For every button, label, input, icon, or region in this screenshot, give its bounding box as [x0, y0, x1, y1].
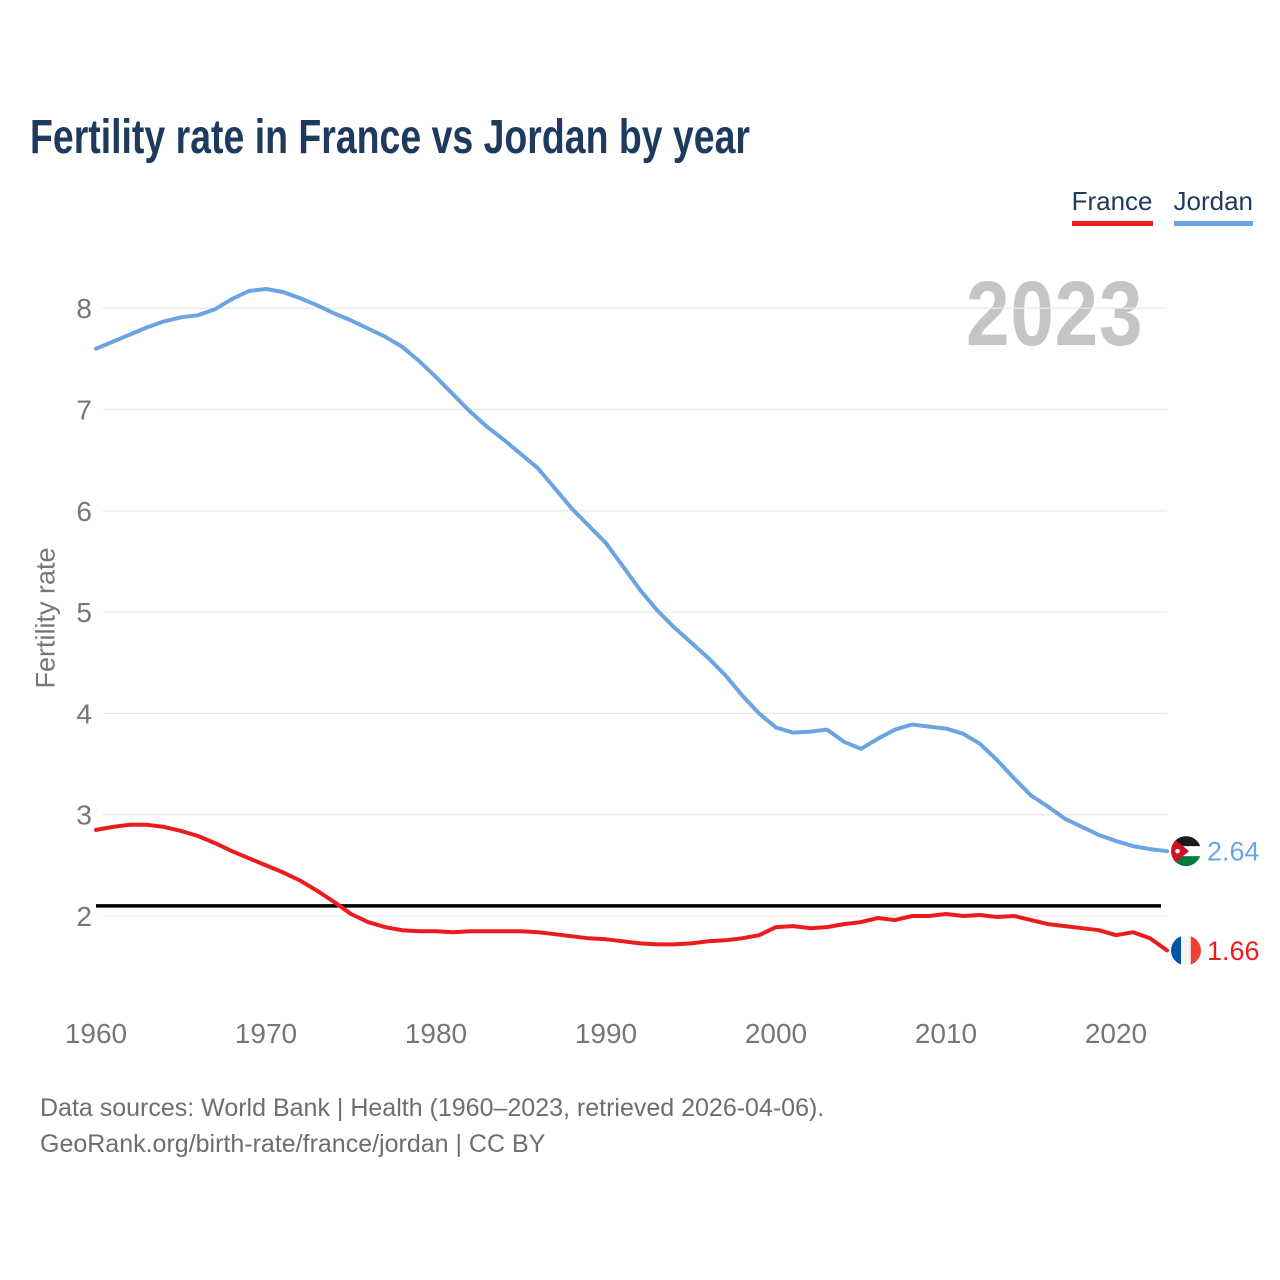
legend-label-jordan: Jordan: [1173, 186, 1254, 216]
x-tick-label-1990: 1990: [575, 1018, 637, 1049]
legend-underline-jordan: [1173, 221, 1253, 226]
watermark-year: 2023: [966, 263, 1144, 365]
y-tick-label-5: 5: [76, 597, 92, 628]
x-tick-label-2020: 2020: [1085, 1018, 1147, 1049]
series-line-jordan[interactable]: [94, 287, 1169, 854]
legend: France Jordan: [1071, 186, 1254, 226]
legend-label-france: France: [1071, 186, 1153, 216]
legend-item-jordan[interactable]: Jordan: [1173, 186, 1254, 226]
x-tick-label-2010: 2010: [915, 1018, 977, 1049]
page-title: Fertility rate in France vs Jordan by ye…: [30, 111, 750, 164]
series-line-france[interactable]: [94, 822, 1169, 953]
x-tick-label-1980: 1980: [405, 1018, 467, 1049]
x-tick-label-1970: 1970: [235, 1018, 297, 1049]
y-tick-label-3: 3: [76, 800, 92, 831]
y-tick-label-6: 6: [76, 496, 92, 527]
y-tick-label-2: 2: [76, 901, 92, 932]
footer: Data sources: World Bank | Health (1960–…: [40, 1090, 824, 1162]
y-tick-label-8: 8: [76, 293, 92, 324]
footer-attribution: GeoRank.org/birth-rate/france/jordan | C…: [40, 1130, 546, 1158]
x-tick-label-2000: 2000: [745, 1018, 807, 1049]
legend-underline-france: [1071, 221, 1153, 226]
end-value-label-jordan: 2.64: [1207, 837, 1260, 867]
x-tick-label-1960: 1960: [65, 1018, 127, 1049]
end-value-label-france: 1.66: [1207, 936, 1260, 966]
footer-sources: Data sources: World Bank | Health (1960–…: [40, 1094, 825, 1122]
jordan-flag-icon: [1171, 836, 1201, 867]
y-tick-label-4: 4: [76, 698, 92, 729]
france-flag-icon: [1171, 935, 1201, 966]
legend-item-france[interactable]: France: [1071, 186, 1153, 226]
y-tick-label-7: 7: [76, 395, 92, 426]
